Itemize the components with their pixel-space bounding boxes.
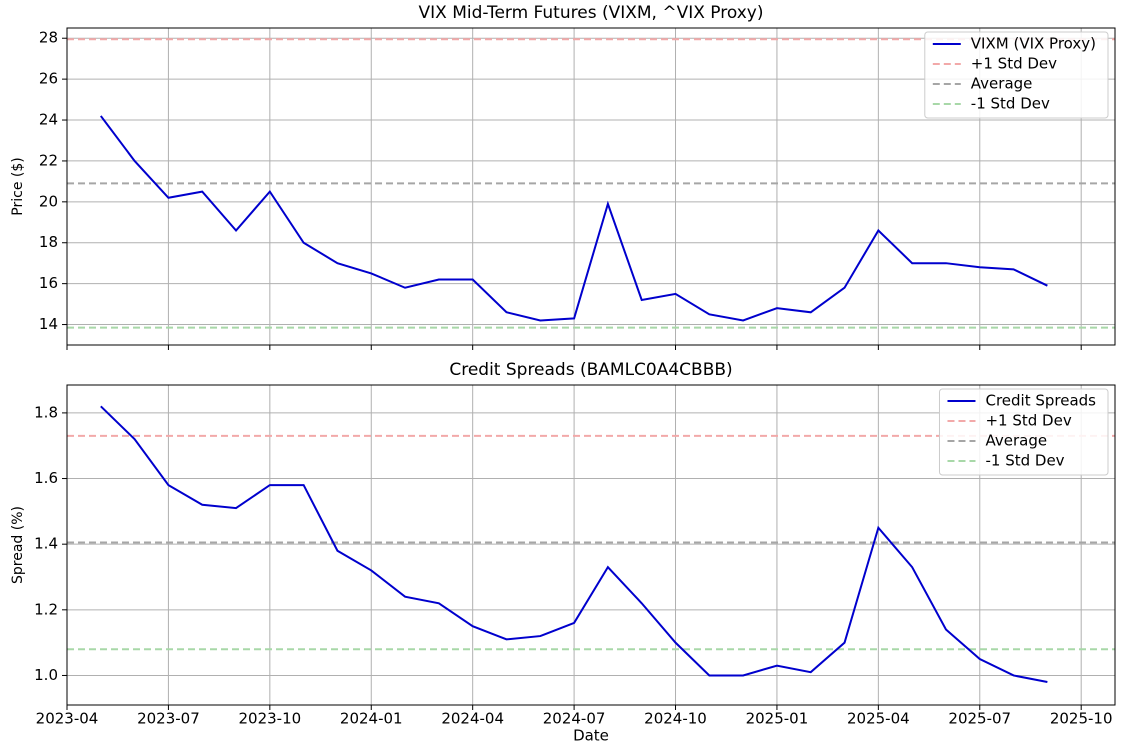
y-tick-label: 1.4 bbox=[34, 535, 58, 553]
legend-label: -1 Std Dev bbox=[971, 95, 1050, 113]
x-tick-label: 2024-01 bbox=[340, 710, 403, 728]
x-tick-label: 2023-10 bbox=[238, 710, 301, 728]
y-tick-label: 16 bbox=[39, 274, 58, 292]
legend: VIXM (VIX Proxy) +1 Std Dev Average -1 Std … bbox=[924, 31, 1109, 119]
y-tick-label: 24 bbox=[39, 111, 58, 129]
plot-frame bbox=[66, 384, 1116, 706]
legend: Credit Spreads +1 Std Dev Average -1 Std De… bbox=[938, 388, 1109, 476]
legend-label: +1 Std Dev bbox=[971, 55, 1057, 73]
x-tick-label: 2025-07 bbox=[948, 710, 1011, 728]
y-tick-label: 22 bbox=[39, 151, 58, 169]
y-tick-label: 14 bbox=[39, 315, 58, 333]
legend-label: -1 Std Dev bbox=[985, 452, 1064, 470]
y-tick-label: 1.0 bbox=[34, 666, 58, 684]
y-tick-label: 1.6 bbox=[34, 469, 58, 487]
y-tick-label: 1.8 bbox=[34, 403, 58, 421]
legend-label: Credit Spreads bbox=[985, 392, 1096, 410]
plot-frame bbox=[66, 27, 1116, 346]
legend-label: +1 Std Dev bbox=[985, 412, 1071, 430]
x-tick-label: 2025-10 bbox=[1050, 710, 1113, 728]
x-tick-label: 2023-07 bbox=[137, 710, 200, 728]
legend-label: Average bbox=[971, 75, 1033, 93]
x-tick-label: 2023-04 bbox=[36, 710, 99, 728]
y-tick-label: 1.2 bbox=[34, 600, 58, 618]
y-axis-label: Spread (%) bbox=[10, 506, 26, 584]
x-tick-label: 2024-10 bbox=[644, 710, 707, 728]
x-axis-label: Date bbox=[573, 727, 609, 745]
x-tick-label: 2024-07 bbox=[543, 710, 606, 728]
data-line bbox=[100, 115, 1048, 322]
y-tick-label: 18 bbox=[39, 233, 58, 251]
legend-label: Average bbox=[985, 432, 1047, 450]
x-tick-label: 2025-04 bbox=[847, 710, 910, 728]
y-tick-label: 20 bbox=[39, 192, 58, 210]
x-tick-label: 2024-04 bbox=[441, 710, 504, 728]
data-line bbox=[100, 405, 1048, 684]
chart-title: Credit Spreads (BAMLC0A4CBBB) bbox=[449, 360, 732, 380]
legend-box bbox=[938, 388, 1109, 476]
y-tick-label: 26 bbox=[39, 70, 58, 88]
y-tick-label: 28 bbox=[39, 29, 58, 47]
legend-label: VIXM (VIX Proxy) bbox=[971, 35, 1096, 53]
x-tick-label: 2025-01 bbox=[746, 710, 809, 728]
legend-box bbox=[924, 31, 1109, 119]
chart-title: VIX Mid-Term Futures (VIXM, ^VIX Proxy) bbox=[419, 3, 764, 23]
y-axis-label: Price ($) bbox=[10, 157, 26, 215]
